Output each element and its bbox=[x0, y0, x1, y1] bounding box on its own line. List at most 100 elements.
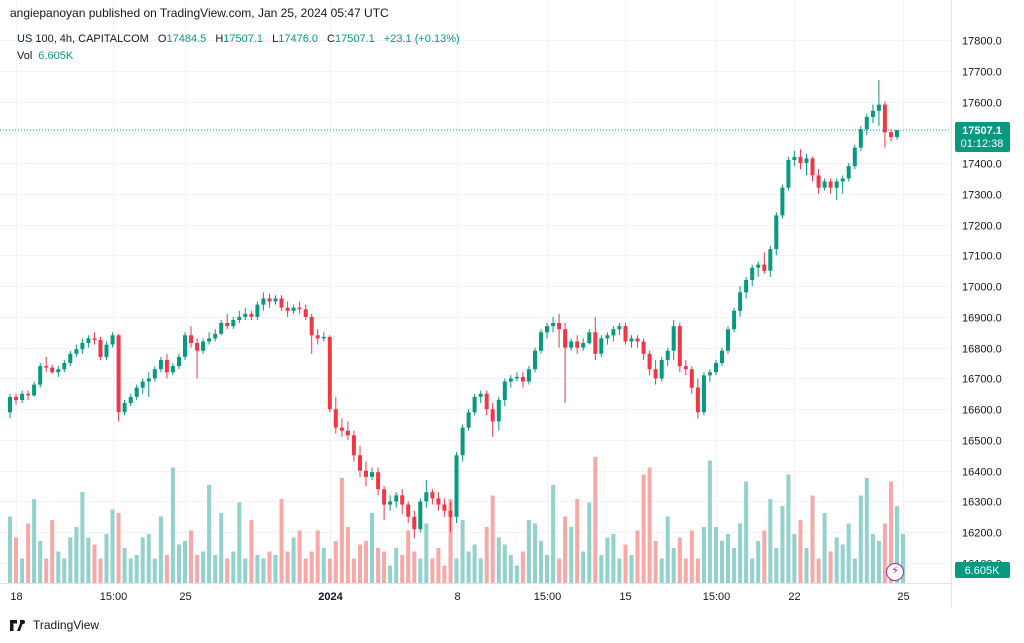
candle bbox=[895, 130, 899, 140]
volume-bar bbox=[876, 541, 881, 583]
y-tick-label: 17700.0 bbox=[962, 67, 1002, 79]
y-tick-label: 16500.0 bbox=[962, 436, 1002, 448]
volume-bar bbox=[629, 555, 634, 583]
candle bbox=[611, 326, 616, 342]
candle bbox=[237, 310, 242, 323]
price-axis-background[interactable] bbox=[951, 0, 1024, 583]
price-axis[interactable]: 17800.017700.017600.017500.017400.017300… bbox=[962, 36, 1002, 571]
volume-bar bbox=[514, 565, 519, 583]
candle bbox=[80, 338, 85, 354]
volume-tag: 6.605K bbox=[955, 562, 1010, 578]
volume-bar bbox=[177, 544, 181, 583]
volume-bar bbox=[231, 551, 236, 583]
volume-bar bbox=[520, 551, 525, 583]
candle bbox=[339, 418, 344, 437]
candle bbox=[382, 486, 387, 520]
candle bbox=[436, 492, 441, 511]
candle bbox=[834, 178, 839, 200]
y-tick-label: 16600.0 bbox=[962, 405, 1002, 417]
candle bbox=[273, 295, 278, 305]
volume-bar bbox=[617, 558, 622, 583]
candle bbox=[358, 446, 362, 477]
candle bbox=[8, 393, 12, 419]
volume-label[interactable]: Vol bbox=[17, 50, 33, 62]
candle bbox=[442, 498, 447, 517]
candle bbox=[840, 175, 845, 194]
y-tick-label: 17400.0 bbox=[962, 159, 1002, 171]
candle bbox=[551, 316, 556, 333]
time-axis-background[interactable] bbox=[0, 583, 951, 607]
low-label: L bbox=[272, 33, 279, 45]
y-tick-label: 16700.0 bbox=[962, 374, 1002, 386]
candle bbox=[195, 338, 200, 379]
candle bbox=[26, 390, 31, 400]
candle bbox=[533, 347, 537, 373]
symbol-label[interactable]: US 100, 4h, CAPITALCOM bbox=[17, 33, 149, 45]
volume-bar bbox=[460, 520, 465, 583]
volume-bar bbox=[714, 527, 718, 583]
y-tick-label: 16800.0 bbox=[962, 344, 1002, 356]
candle bbox=[575, 335, 580, 354]
y-tick-label: 16300.0 bbox=[962, 497, 1002, 509]
volume-bar bbox=[472, 544, 477, 583]
volume-bar bbox=[792, 534, 797, 583]
volume-bar bbox=[382, 551, 387, 583]
volume-bar bbox=[358, 544, 362, 583]
candle bbox=[768, 246, 773, 277]
tradingview-logo-icon bbox=[10, 619, 25, 631]
candle bbox=[641, 338, 646, 360]
candle bbox=[490, 403, 495, 437]
time-axis[interactable]: 18 15:00 25 2024 8 15:00 15 15:00 22 25 bbox=[10, 591, 909, 603]
low-value: 17476.0 bbox=[278, 33, 318, 45]
candle bbox=[671, 320, 676, 360]
candle bbox=[786, 156, 791, 191]
candle bbox=[116, 333, 121, 422]
volume-bar bbox=[720, 541, 724, 583]
candle bbox=[207, 332, 212, 345]
volume-bar bbox=[116, 513, 121, 583]
candle bbox=[430, 489, 435, 505]
candle bbox=[32, 381, 37, 397]
candle bbox=[864, 113, 869, 136]
volume-bar bbox=[44, 558, 49, 583]
candle bbox=[756, 261, 761, 277]
lightning-icon[interactable]: ⚡ bbox=[886, 563, 904, 581]
candle bbox=[267, 293, 272, 308]
volume-bar bbox=[146, 534, 151, 583]
volume-bar bbox=[659, 558, 664, 583]
volume-legend: Vol 6.605K bbox=[17, 50, 73, 62]
volume-bar bbox=[852, 558, 857, 583]
candle bbox=[514, 372, 519, 382]
volume-bar bbox=[774, 548, 779, 583]
candle bbox=[683, 360, 688, 376]
candle bbox=[695, 378, 700, 419]
volume-bar bbox=[502, 544, 507, 583]
volume-bar bbox=[158, 516, 163, 583]
candle bbox=[732, 307, 737, 333]
candle bbox=[496, 396, 501, 431]
volume-bar bbox=[454, 558, 459, 583]
volume-bar bbox=[768, 499, 773, 583]
candle bbox=[563, 323, 568, 403]
volume-bar bbox=[351, 558, 356, 583]
candle bbox=[605, 332, 610, 345]
candle bbox=[629, 335, 634, 348]
y-tick-label: 16900.0 bbox=[962, 313, 1002, 325]
candle bbox=[333, 396, 338, 434]
candle bbox=[164, 353, 169, 379]
candle bbox=[665, 347, 670, 367]
candle bbox=[780, 184, 785, 219]
candle bbox=[460, 424, 465, 462]
volume-bar bbox=[677, 537, 682, 583]
candle bbox=[177, 353, 181, 370]
candle bbox=[798, 149, 803, 170]
volume-bar bbox=[816, 558, 821, 583]
volume-bar bbox=[732, 548, 737, 583]
volume-bar bbox=[327, 558, 332, 583]
candle bbox=[593, 316, 598, 360]
candle bbox=[62, 360, 67, 373]
close-value: 17507.1 bbox=[335, 33, 375, 45]
volume-bar bbox=[780, 506, 785, 583]
volume-bar bbox=[683, 558, 688, 583]
